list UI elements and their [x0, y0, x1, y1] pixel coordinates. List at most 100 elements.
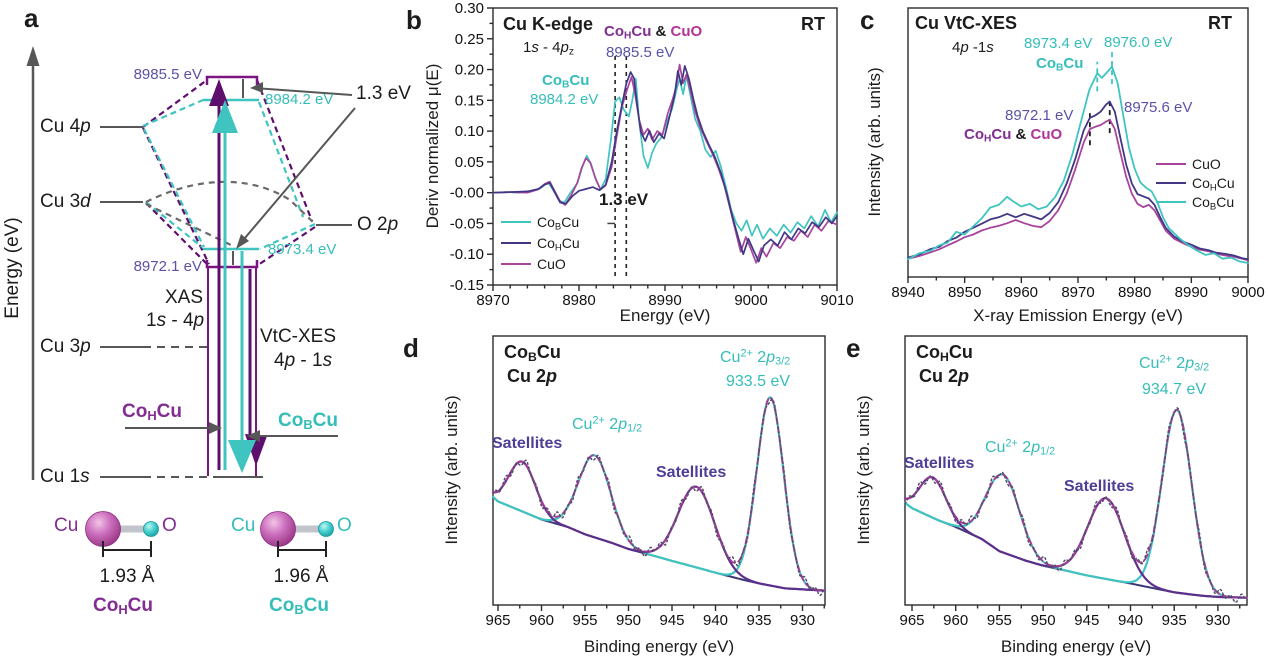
cobcu-arrow-icon	[247, 430, 260, 442]
x-tick-label: 8970	[1061, 284, 1094, 301]
legend-item-cuo: CuO	[501, 255, 566, 273]
fit-envelope	[904, 408, 1248, 599]
x-tick-label: 945	[659, 612, 684, 629]
energy-8972: 8972.1 eV	[133, 258, 202, 275]
panel-c-ylabel: Intensity (arb. units)	[865, 67, 885, 217]
panel-c-val-8972: 8972.1 eV	[1005, 107, 1074, 124]
x-tick-label: 940	[1118, 612, 1143, 629]
mol-left-name: CoHCu	[93, 595, 153, 618]
x-tick-label: 955	[572, 612, 597, 629]
legend-label: CoBCu	[1192, 193, 1235, 213]
curve-CoHCu	[492, 65, 838, 263]
panel-c-cohcu-cuo-label: CoHCu & CuO	[964, 126, 1063, 145]
xas-up-arrow-teal-icon	[212, 100, 238, 133]
xas-label: XAS	[164, 287, 204, 308]
x-tick-label: 8980	[1118, 284, 1151, 301]
fit-main-peaks	[491, 396, 827, 592]
panel-c-val-8975: 8975.6 eV	[1124, 99, 1193, 116]
curve-CoBCu	[907, 65, 1249, 264]
mol-right-distance: 1.96 Å	[273, 566, 329, 587]
panel-e-satellites-2: Satellites	[1064, 478, 1135, 495]
cohcu-label: CoHCu	[122, 401, 182, 424]
y-tick-label: 0.10	[455, 123, 484, 140]
panel-e-ylabel: Intensity (arb. units)	[854, 395, 874, 545]
mol-right-o: O	[337, 515, 352, 536]
level-lines	[100, 126, 352, 478]
panel-d-ylabel: Intensity (arb. units)	[442, 395, 462, 545]
x-tick-label: 950	[1031, 612, 1056, 629]
panel-e-satellites-1: Satellites	[904, 455, 975, 472]
panel-e-core-level: Cu 2p	[919, 366, 970, 386]
energy-8985: 8985.5 eV	[133, 66, 202, 83]
panel-b-transition: 1s - 4pz	[523, 39, 574, 58]
panel-d-letter: d	[403, 333, 419, 363]
panel-d-2p12-label: Cu2+ 2p1/2	[572, 414, 643, 435]
plot-frame	[904, 335, 1248, 606]
panel-b-gap-value: 1.3 eV	[599, 190, 649, 209]
x-tick-label: 8980	[562, 292, 595, 309]
legend-item-cohcu: CoHCu	[501, 234, 580, 252]
legend-label: CuO	[1192, 155, 1221, 172]
panel-c-plot: 8940 8950 8960 8970 8980 8990 9000	[891, 7, 1265, 301]
y-tick-label: -0.00	[450, 185, 484, 202]
panel-d-satellites-1: Satellites	[492, 435, 563, 452]
o-atom	[143, 521, 159, 537]
xes-transition: 4p - 1s	[274, 350, 333, 371]
x-tick-label: 960	[529, 612, 554, 629]
panel-b-xlabel: Energy (eV)	[619, 306, 711, 325]
mol-right-name: CoBCu	[269, 595, 329, 618]
legend-line-icon	[501, 242, 531, 244]
panel-c-xlabel: X-ray Emission Energy (eV)	[973, 306, 1183, 325]
panel-c-rt-badge: RT	[1208, 13, 1232, 33]
energy-8973: 8973.4 eV	[268, 241, 337, 258]
x-tick-label: 935	[746, 612, 771, 629]
gap-arrow-top-icon	[250, 82, 263, 93]
panel-d-2p32-value: 933.5 eV	[726, 373, 791, 390]
x-tick-label: 8990	[648, 292, 681, 309]
legend-item-cuo: CuO	[1156, 155, 1221, 173]
x-tick-label: 955	[987, 612, 1012, 629]
legend-label: CuO	[537, 255, 566, 272]
level-label-cu1s: Cu 1s	[40, 466, 90, 487]
panel-b-title: Cu K-edge	[503, 14, 593, 34]
x-tick-label: 8950	[948, 284, 981, 301]
panel-e-2p12-label: Cu2+ 2p1/2	[985, 437, 1056, 458]
legend-line-icon	[501, 221, 531, 223]
y-tick-label: -0.10	[450, 246, 484, 263]
panel-b-rt-badge: RT	[801, 14, 825, 34]
panel-b-shoulder-value: 8984.2 eV	[530, 91, 599, 108]
mol-right-cu: Cu	[231, 515, 256, 536]
energy-8984: 8984.2 eV	[265, 91, 334, 108]
x-tick-label: 8940	[891, 284, 924, 301]
x-tick-label: 8960	[1005, 284, 1038, 301]
xes-label: VtC-XES	[260, 326, 337, 347]
gap-value: 1.3 eV	[356, 83, 411, 104]
y-tick-label: 0.25	[455, 31, 484, 48]
gap-markers	[232, 79, 356, 265]
hybridization-dashed-gray	[145, 180, 315, 246]
panel-b-plot: 8970 8980 8990 9000 9010 -0.15 -0.10 -0.05 -0.00…	[450, 0, 854, 309]
x-tick-label: 945	[1074, 612, 1099, 629]
legend-item-cobcu: CoBCu	[501, 213, 579, 231]
x-tick-label: 930	[790, 612, 815, 629]
plot-frame	[492, 335, 826, 606]
distance-bracket	[102, 541, 152, 557]
legend-line-icon	[1156, 201, 1186, 203]
panel-a-letter: a	[24, 3, 39, 33]
xas-transition: 1s - 4p	[146, 310, 205, 331]
panel-e-letter: e	[846, 333, 861, 363]
panel-c-transition: 4p -1s	[952, 39, 994, 56]
panel-b-shoulder-label: CoBCu	[542, 72, 590, 91]
x-tick-label: 9000	[1231, 284, 1264, 301]
molecule-left	[85, 511, 159, 557]
panel-e-2p32-label: Cu2+ 2p3/2	[1139, 353, 1210, 374]
axis-arrow-icon	[26, 46, 40, 66]
panel-c-title: Cu VtC-XES	[915, 13, 1018, 33]
x-tick-label: 965	[899, 612, 924, 629]
molecule-right	[260, 511, 334, 557]
distance-bracket	[277, 541, 327, 557]
y-tick-label: -0.05	[450, 215, 484, 232]
level-label-cu3p: Cu 3p	[40, 336, 91, 357]
panel-a-diagram	[26, 46, 356, 557]
